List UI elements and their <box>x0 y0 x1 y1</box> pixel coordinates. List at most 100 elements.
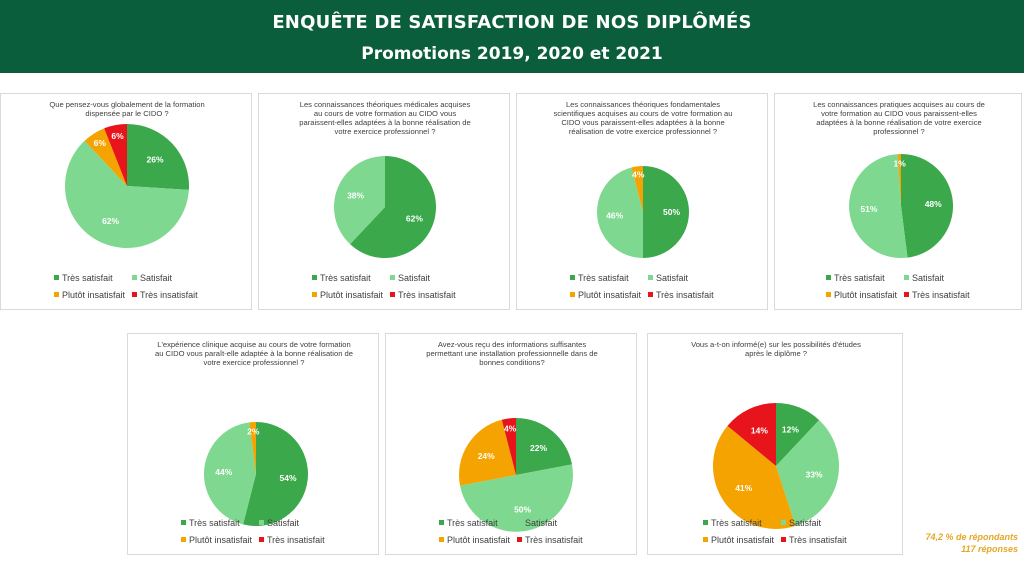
legend-swatch <box>648 275 653 280</box>
data-label-tres-satisfait: 50% <box>663 207 680 217</box>
legend-swatch <box>570 292 575 297</box>
chart-panel-2: Les connaissances théoriques médicales a… <box>258 93 510 310</box>
chart-title: Vous a-t-on informé(e) sur les possibili… <box>691 340 861 358</box>
legend-swatch <box>703 520 708 525</box>
legend-label: Très insatisfait <box>912 290 970 300</box>
chart-title: Les connaissances théoriques médicales a… <box>299 100 471 136</box>
legend-swatch <box>312 292 317 297</box>
respondents-rate: 74,2 % de répondants <box>925 532 1018 542</box>
chart-title: Les connaissances théoriques fondamental… <box>553 100 733 136</box>
legend-item-tres-satisfait: Très satisfait <box>312 273 371 283</box>
legend-label: Plutôt insatisfait <box>834 290 898 300</box>
chart-panel-7: Vous a-t-on informé(e) sur les possibili… <box>647 333 903 555</box>
pie-slice-plutot-insatisfait <box>459 419 516 486</box>
chart-panel-6: Avez-vous reçu des informations suffisan… <box>385 333 637 555</box>
legend-swatch <box>181 537 186 542</box>
legend-label: Plutôt insatisfait <box>447 535 511 545</box>
page-subtitle: Promotions 2019, 2020 et 2021 <box>361 44 663 64</box>
pie-chart: 54% 44% 2% <box>203 422 308 526</box>
legend-item-tres-insatisfait: Très insatisfait <box>648 290 714 300</box>
legend-label: Très insatisfait <box>267 535 325 545</box>
data-label-tres-insatisfait: 4% <box>504 424 517 434</box>
legend-item-tres-insatisfait: Très insatisfait <box>132 290 198 300</box>
responses-count: 117 réponses <box>961 544 1018 554</box>
legend-swatch <box>132 275 137 280</box>
pie-slice-satisfait <box>460 464 573 532</box>
legend-item-plutot-insatisfait: Plutôt insatisfait <box>312 290 383 300</box>
legend-item-tres-insatisfait: Très insatisfait <box>259 535 325 545</box>
legend-label: Plutôt insatisfait <box>320 290 384 300</box>
legend-swatch <box>904 292 909 297</box>
legend-label: Très insatisfait <box>789 535 847 545</box>
page-title: ENQUÊTE DE SATISFACTION DE NOS DIPLÔMÉS <box>272 12 752 33</box>
legend-label: Plutôt insatisfait <box>189 535 253 545</box>
pie-slice-satisfait <box>849 154 908 258</box>
legend-swatch <box>54 292 59 297</box>
pie-slice-tres-satisfait <box>127 124 190 190</box>
legend-swatch <box>517 537 522 542</box>
pie-chart: 12% 33% 41% 14% <box>712 403 840 530</box>
legend-item-tres-satisfait: Très satisfait <box>439 518 498 528</box>
legend-swatch <box>181 520 186 525</box>
legend-label: Satisfait <box>267 518 300 528</box>
data-label-satisfait: 50% <box>514 505 531 515</box>
legend-item-satisfait: Satisfait <box>390 273 430 283</box>
legend-item-plutot-insatisfait: Plutôt insatisfait <box>570 290 641 300</box>
legend-swatch <box>312 275 317 280</box>
legend-label: Satisfait <box>789 518 822 528</box>
legend-item-tres-satisfait: Très satisfait <box>570 273 629 283</box>
data-label-tres-satisfait: 48% <box>925 199 942 209</box>
pie-slice-plutot-insatisfait <box>84 128 127 186</box>
legend-label: Très insatisfait <box>525 535 583 545</box>
legend-label: Très insatisfait <box>398 290 456 300</box>
pie-slice-satisfait <box>776 420 840 526</box>
legend-swatch <box>781 537 786 542</box>
legend-item-satisfait: Satisfait <box>259 518 299 528</box>
chart-panel-1: Que pensez-vous globalement de la format… <box>0 93 252 310</box>
legend-item-plutot-insatisfait: Plutôt insatisfait <box>54 290 125 300</box>
data-label-satisfait: 33% <box>806 470 823 480</box>
legend-label: Très satisfait <box>834 273 885 283</box>
legend-label: Très satisfait <box>189 518 240 528</box>
data-label-plutot-insatisfait: 24% <box>478 451 495 461</box>
legend-swatch <box>703 537 708 542</box>
pie-slice-tres-satisfait <box>350 156 436 258</box>
legend-swatch <box>648 292 653 297</box>
legend-item-plutot-insatisfait: Plutôt insatisfait <box>826 290 897 300</box>
data-label-plutot-insatisfait: 1% <box>894 158 907 168</box>
chart-title: Les connaissances pratiques acquises au … <box>813 100 985 136</box>
data-label-plutot-insatisfait: 4% <box>632 170 645 180</box>
pie-chart: 62% 38% <box>333 156 436 258</box>
pie-slice-tres-insatisfait <box>727 403 776 466</box>
chart-title: L'expérience clinique acquise au cours d… <box>155 340 353 367</box>
data-label-tres-satisfait: 12% <box>782 425 799 435</box>
legend-label: Satisfait <box>140 273 173 283</box>
chart-panel-5: L'expérience clinique acquise au cours d… <box>127 333 379 555</box>
data-label-tres-satisfait: 22% <box>530 443 547 453</box>
pie-slice-tres-satisfait <box>516 418 572 475</box>
legend-swatch <box>826 275 831 280</box>
legend-label: Satisfait <box>398 273 431 283</box>
legend-label: Très satisfait <box>711 518 762 528</box>
pie-slice-satisfait <box>65 140 189 248</box>
legend-swatch <box>390 292 395 297</box>
pie-slice-satisfait <box>597 167 643 258</box>
data-label-tres-satisfait: 54% <box>279 473 296 483</box>
legend-label: Très satisfait <box>62 273 113 283</box>
pie-slice-tres-satisfait <box>776 403 820 466</box>
legend-item-tres-satisfait: Très satisfait <box>181 518 240 528</box>
chart-panel-4: Les connaissances pratiques acquises au … <box>774 93 1022 310</box>
pie-chart: 48% 51% 1% <box>849 153 954 258</box>
legend-item-satisfait: Satisfait <box>517 518 557 528</box>
legend-label: Très satisfait <box>447 518 498 528</box>
footer-note: 74,2 % de répondants 117 réponses <box>925 531 1018 555</box>
legend-item-tres-insatisfait: Très insatisfait <box>904 290 970 300</box>
legend-swatch <box>904 275 909 280</box>
pie-chart: 50% 46% 4% <box>597 166 689 258</box>
pie-slice-tres-insatisfait <box>104 124 127 186</box>
legend-item-satisfait: Satisfait <box>132 273 172 283</box>
legend-swatch <box>390 275 395 280</box>
data-label-tres-satisfait: 26% <box>146 155 163 165</box>
pie-slice-plutot-insatisfait <box>897 153 901 206</box>
legend-label: Très insatisfait <box>140 290 198 300</box>
